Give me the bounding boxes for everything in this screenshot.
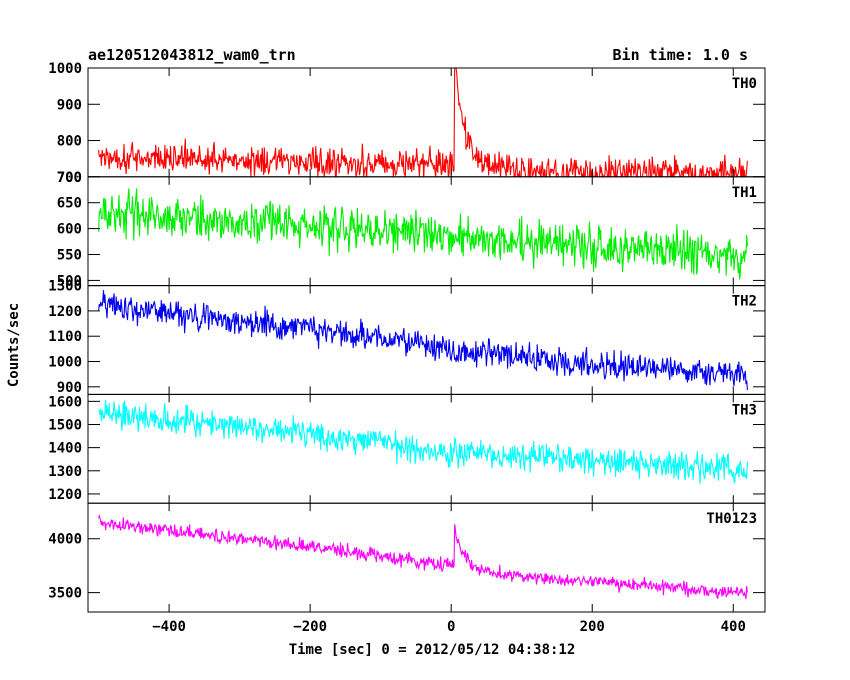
panel-label: TH0123 [706, 511, 757, 527]
series-line-th0 [98, 68, 748, 177]
y-tick-label: 600 [57, 222, 82, 238]
panel-th1: TH1 500 550 600 650 700 [57, 170, 766, 289]
x-tick-label: −200 [293, 619, 327, 635]
y-tick-label: 550 [57, 248, 82, 264]
y-tick-label: 1000 [48, 61, 82, 77]
y-tick-label: 900 [57, 380, 82, 396]
y-tick-label: 700 [57, 170, 82, 186]
panel-th2: TH2 900 1000 1100 1200 1300 [48, 279, 766, 396]
series-line-th0123 [98, 513, 748, 600]
panel-th0: TH0 700 800 900 1000 [48, 61, 766, 186]
y-tick-label: 4000 [48, 532, 82, 548]
y-tick-label: 1200 [48, 304, 82, 320]
chart-title: ae120512043812_wam0_trn [88, 46, 296, 64]
y-tick-label: 1600 [48, 394, 82, 410]
panel-label: TH0 [732, 76, 757, 92]
y-tick-label: 1100 [48, 329, 82, 345]
panel-th3: TH3 1200 1300 1400 1500 1600 [48, 393, 766, 504]
chart-panels: TH07008009001000TH1500550600650700TH2900… [48, 61, 766, 635]
x-axis-label: Time [sec] 0 = 2012/05/12 04:38:12 [289, 642, 576, 658]
x-tick-label: 400 [721, 619, 746, 635]
x-tick-label: 0 [447, 619, 455, 635]
y-tick-label: 1400 [48, 441, 82, 457]
panel-label: TH1 [732, 185, 757, 201]
y-tick-label: 650 [57, 196, 82, 212]
y-tick-label: 3500 [48, 586, 82, 602]
x-tick-label: 200 [580, 619, 605, 635]
y-tick-label: 1300 [48, 464, 82, 480]
y-tick-label: 1200 [48, 487, 82, 503]
series-line-th1 [98, 188, 748, 280]
bin-time-label: Bin time: 1.0 s [613, 46, 748, 64]
series-line-th3 [98, 399, 748, 484]
panel-frame [87, 502, 766, 613]
series-line-th2 [98, 290, 748, 391]
y-tick-label: 1000 [48, 355, 82, 371]
panel-label: TH2 [732, 294, 757, 310]
y-tick-label: 700 [57, 170, 82, 186]
y-tick-label: 1300 [48, 279, 82, 295]
y-tick-label: 1500 [48, 417, 82, 433]
panel-th0123: TH0123 3500 4000 [48, 502, 766, 613]
y-axis-label: Counts/sec [6, 303, 22, 387]
y-tick-label: 800 [57, 134, 82, 150]
x-tick-label: −400 [152, 619, 186, 635]
y-tick-label: 500 [57, 273, 82, 289]
y-tick-label: 900 [57, 97, 82, 113]
panel-label: TH3 [732, 402, 757, 418]
